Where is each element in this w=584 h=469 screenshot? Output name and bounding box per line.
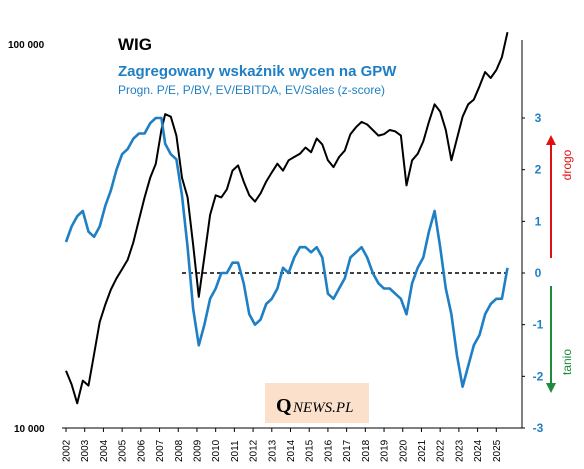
series-layer [64,31,509,405]
x-tick-label: 2020 [398,439,409,462]
left-tick-10000: 10 000 [14,424,45,435]
logo-text: NEWS.PL [292,400,353,416]
x-tick-label: 2007 [155,439,166,462]
left-tick-100000: 100 000 [8,40,45,51]
x-tick-label: 2002 [62,439,73,462]
x-tick-marks [65,428,497,432]
x-tick-label: 2021 [417,439,428,462]
right-axis-ticks: 3 2 1 0 -1 -2 -3 [522,111,544,435]
x-tick-label: 2017 [342,439,353,462]
logo-background [265,383,369,423]
x-tick-label: 2014 [286,439,297,462]
x-tick-label: 2003 [80,439,91,462]
x-tick-label: 2022 [436,439,447,462]
expensive-label: drogo [560,149,574,180]
x-tick-label: 2019 [380,439,391,462]
chart-subtitle: Zagregowany wskaźnik wycen na GPW [118,63,397,80]
right-tick-label: -1 [533,318,544,332]
series-line-wig [65,31,509,405]
x-tick-label: 2008 [174,439,185,462]
x-tick-label: 2010 [211,439,222,462]
right-tick-label: -3 [533,421,544,435]
x-tick-labels: 2002 2003 2004 2005 2006 2007 2008 2009 2010 2011… [62,439,503,462]
x-tick-label: 2009 [193,439,204,462]
qnews-logo: Q NEWS.PL [265,383,369,423]
x-tick-label: 2011 [230,440,241,462]
x-tick-label: 2013 [267,439,278,462]
x-tick-label: 2025 [492,439,503,462]
x-tick-label: 2005 [118,439,129,462]
series-line-zscore [64,116,509,388]
x-tick-label: 2012 [249,439,260,462]
x-tick-label: 2018 [361,439,372,462]
chart-subtitle-2: Progn. P/E, P/BV, EV/EBITDA, EV/Sales (z… [118,83,385,97]
right-tick-label: 1 [535,214,542,228]
x-tick-label: 2004 [99,439,110,462]
logo-q: Q [276,395,292,417]
right-tick-label: 2 [535,163,542,177]
x-tick-label: 2023 [454,439,465,462]
x-tick-label: 2006 [136,439,147,462]
right-tick-label: -2 [533,369,544,383]
x-tick-label: 2024 [473,439,484,462]
cheap-label: tanio [560,349,574,375]
chart-title: WIG [118,35,152,54]
x-tick-label: 2016 [323,439,334,462]
x-tick-label: 2015 [305,439,316,462]
right-tick-label: 3 [535,111,542,125]
right-tick-label: 0 [535,266,542,280]
